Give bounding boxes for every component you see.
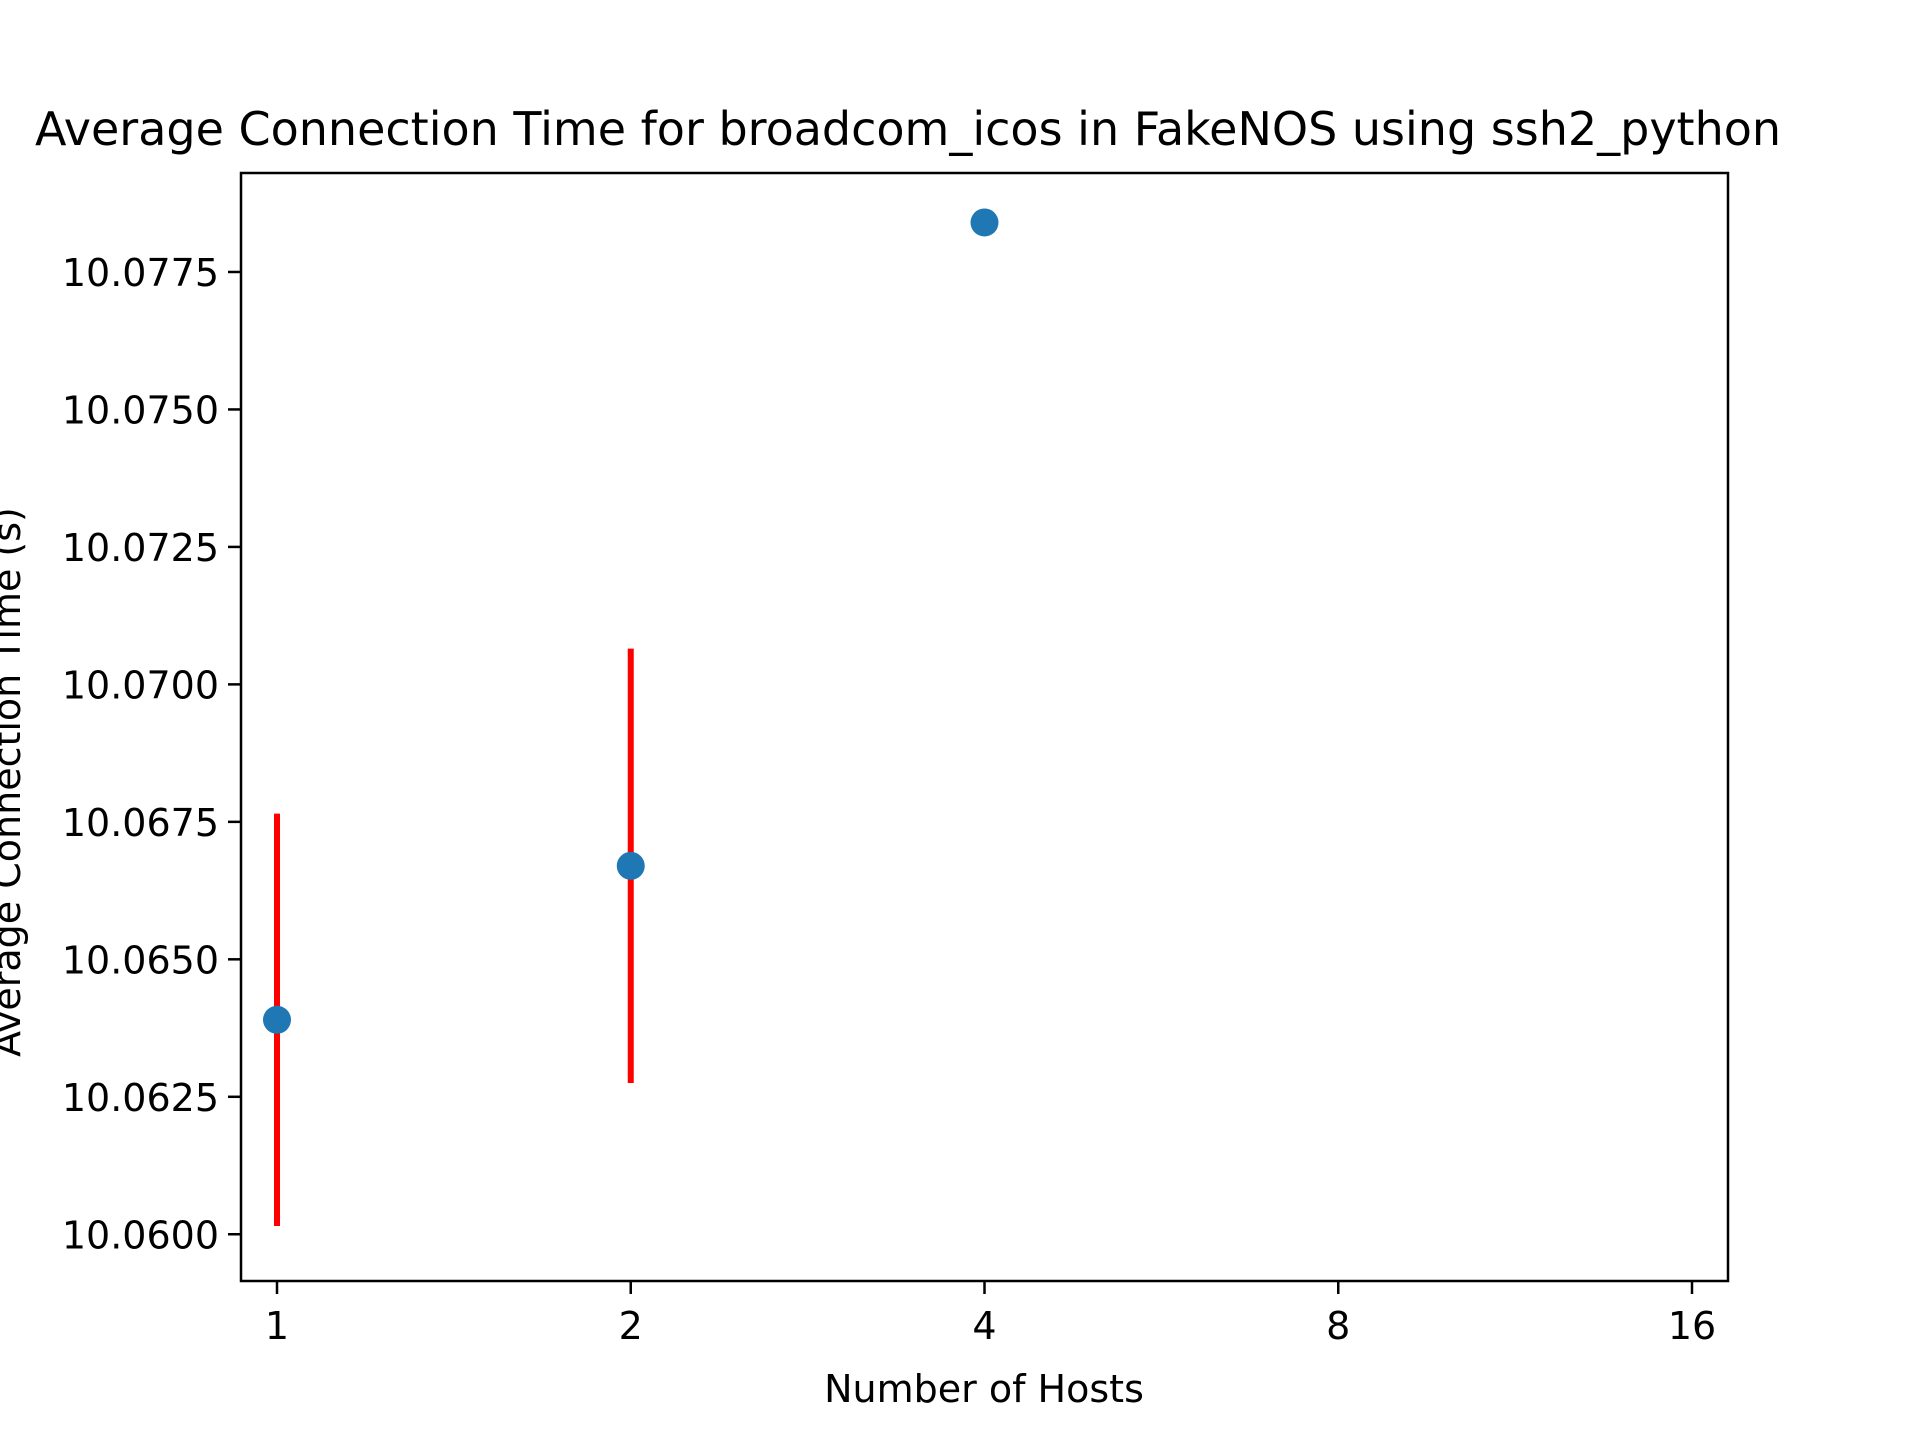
y-tick-label: 10.0700 [62,663,219,707]
x-tick-label: 2 [619,1304,643,1348]
y-axis: 10.0600 10.0625 10.0650 10.0675 10.0700 10.07… [62,251,241,1257]
data-points [263,208,999,1034]
x-axis-label: Number of Hosts [824,1367,1144,1411]
x-tick-label: 1 [265,1304,289,1348]
y-tick-label: 10.0625 [62,1076,219,1120]
data-point [263,1005,291,1034]
y-tick-label: 10.0650 [62,938,219,982]
data-point [616,851,645,880]
y-tick-label: 10.0675 [62,801,219,845]
y-tick-label: 10.0600 [62,1213,219,1257]
y-tick-label: 10.0750 [62,388,219,432]
x-axis: 1 2 4 8 16 [265,1281,1716,1348]
x-tick-label: 8 [1326,1304,1350,1348]
y-axis-label: Average Connection Time (s) [0,507,29,1057]
x-tick-label: 4 [972,1304,996,1348]
chart-title: Average Connection Time for broadcom_ico… [35,102,1781,156]
x-tick-label: 16 [1668,1304,1716,1348]
y-tick-label: 10.0725 [62,526,219,570]
data-point [970,208,999,237]
y-tick-label: 10.0775 [62,251,219,295]
